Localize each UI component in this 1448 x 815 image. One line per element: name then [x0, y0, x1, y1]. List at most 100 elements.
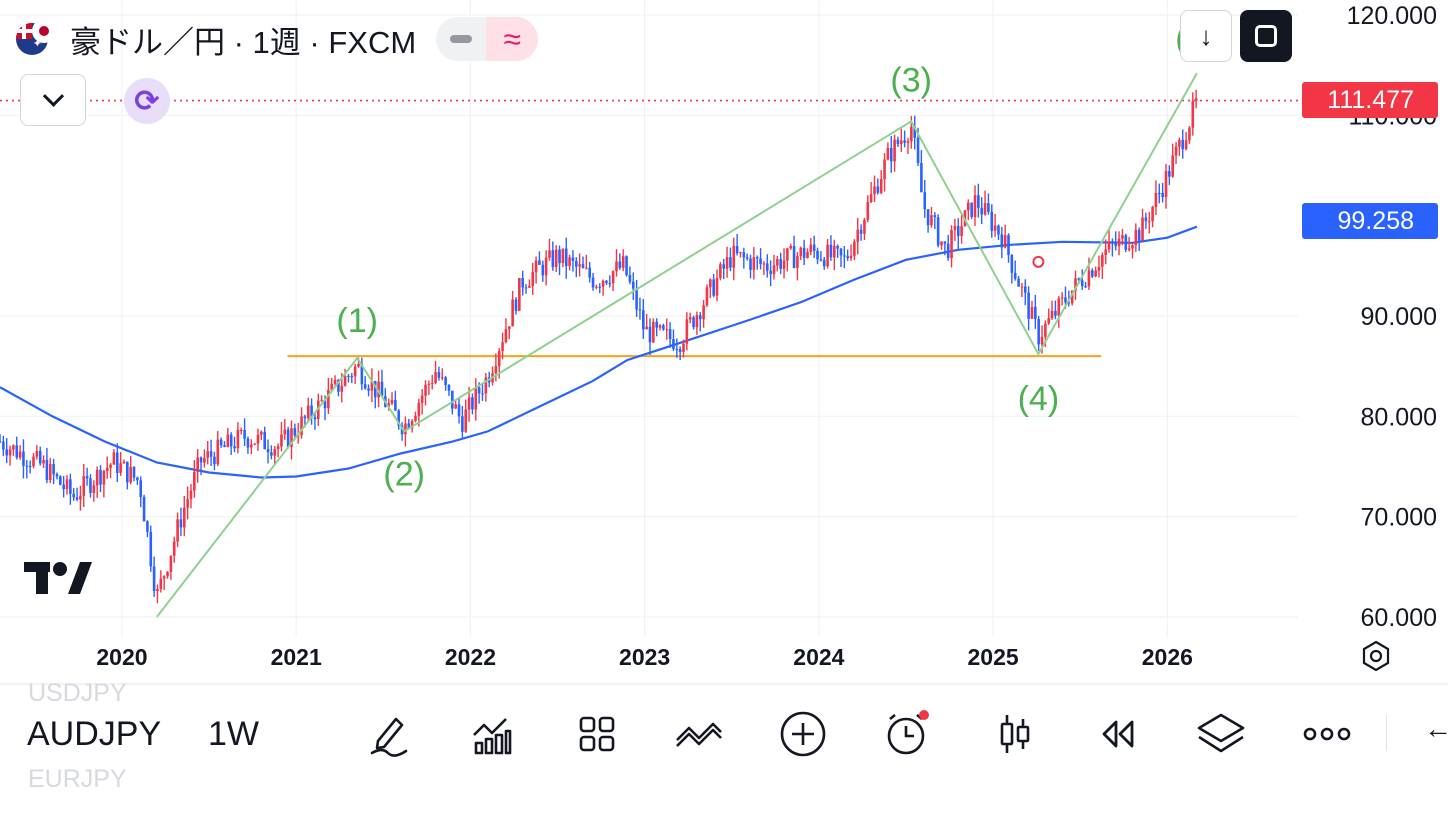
candle-body [85, 476, 89, 479]
more-icon[interactable] [1300, 707, 1354, 761]
add-icon[interactable] [776, 707, 830, 761]
candle-body [1050, 310, 1054, 319]
candle-body [789, 246, 793, 249]
candles-chart-type-icon[interactable] [988, 707, 1042, 761]
candle-body [1171, 155, 1174, 177]
candle-body [129, 466, 132, 483]
minus-icon[interactable] [436, 17, 486, 61]
collapse-toolbar-icon[interactable]: ← [1424, 713, 1448, 744]
price-chart[interactable]: (1)(2)(3)(4)( 120.000110.00090.00080.000… [0, 0, 1448, 685]
candle-body [1013, 272, 1017, 279]
candle-body [1178, 139, 1181, 147]
candle-body [585, 267, 588, 269]
candle-body [849, 255, 853, 258]
candle-body [1044, 323, 1047, 337]
candle-body [685, 319, 689, 344]
candle-body [561, 248, 565, 264]
candle-body [239, 429, 243, 431]
candle-body [571, 257, 575, 261]
candle-body [370, 380, 374, 391]
candle-body [1164, 171, 1168, 198]
candle-body [481, 393, 484, 395]
draw-pen-icon[interactable] [362, 707, 416, 761]
candle-body [548, 250, 551, 258]
candle-body [310, 405, 313, 418]
candle-body [65, 479, 69, 490]
candle-body [608, 282, 612, 284]
chart-title[interactable]: 豪ドル／円 · 1週 · FXCM [70, 24, 417, 60]
candle-body [712, 279, 715, 296]
candle-body [846, 256, 849, 258]
candle-body [826, 244, 829, 267]
x-tick-label: 2024 [793, 644, 844, 670]
x-axis: 2020 2021 2022 2023 2024 2025 2026 [0, 644, 1448, 685]
fullscreen-button[interactable] [1240, 10, 1292, 62]
candle-body [903, 140, 906, 143]
layouts-grid-icon[interactable] [570, 707, 624, 761]
collapse-legend-button[interactable] [20, 74, 86, 126]
candle-body [990, 211, 994, 231]
candle-body [497, 351, 501, 367]
candle-body [752, 257, 756, 270]
symbol-selector[interactable]: AUDJPY [27, 715, 162, 753]
candle-body [182, 507, 186, 528]
candle-body [410, 421, 414, 429]
candle-body [42, 459, 45, 464]
approx-icon[interactable]: ≈ [486, 17, 539, 61]
symbol-list-next[interactable]: EURJPY [28, 765, 127, 793]
wave-label: (1) [336, 302, 378, 340]
candle-body [357, 364, 360, 367]
candle-body [916, 137, 920, 163]
replay-icon[interactable] [1090, 707, 1144, 761]
timeframe-selector[interactable]: 1W [208, 715, 259, 753]
candle-body [1070, 290, 1074, 304]
candle-body [980, 207, 984, 215]
candle-body [987, 203, 990, 212]
symbol-list-prev[interactable]: USDJPY [28, 679, 127, 707]
candle-body [1141, 217, 1144, 241]
candle-body [960, 226, 963, 237]
candle-body [253, 443, 256, 445]
candle-body [367, 388, 370, 391]
candle-body [467, 397, 471, 410]
alert-clock-icon[interactable] [880, 707, 934, 761]
candle-body [461, 416, 464, 432]
candle-body [1147, 221, 1151, 223]
chart-grid [0, 0, 1300, 637]
candle-body [889, 147, 893, 162]
candle-body [92, 485, 96, 493]
candle-body [156, 588, 159, 592]
candle-body [266, 449, 270, 453]
indicators-icon[interactable] [464, 707, 518, 761]
indicator-pill[interactable]: ≈ [436, 17, 539, 61]
candle-body [206, 451, 210, 458]
candle-body [772, 265, 776, 275]
candle-body [216, 439, 220, 465]
candle-body [15, 445, 19, 458]
candle-body [1137, 229, 1141, 241]
candle-body [514, 299, 518, 311]
chart-settings-icon[interactable] [1358, 638, 1394, 674]
candle-body [213, 456, 216, 465]
candle-body [688, 317, 692, 320]
candle-body [303, 416, 307, 419]
candle-body [394, 399, 397, 411]
candle-body [538, 260, 541, 265]
sync-icon[interactable]: ⟳ [124, 78, 170, 124]
candle-body [12, 445, 15, 450]
candle-body [719, 264, 722, 278]
compare-icon[interactable] [672, 707, 726, 761]
x-tick-label: 2020 [96, 644, 147, 670]
candle-body [967, 202, 970, 211]
candle-body [568, 257, 571, 266]
candle-body [1000, 234, 1004, 248]
candle-body [112, 452, 116, 465]
candle-body [652, 321, 655, 343]
scroll-down-button[interactable]: ↓ [1180, 10, 1232, 62]
candle-body [333, 379, 337, 384]
layers-icon[interactable] [1194, 707, 1248, 761]
candle-body [136, 477, 139, 481]
tradingview-logo-icon [24, 560, 94, 596]
candle-body [755, 257, 759, 259]
candle-body [293, 428, 297, 436]
